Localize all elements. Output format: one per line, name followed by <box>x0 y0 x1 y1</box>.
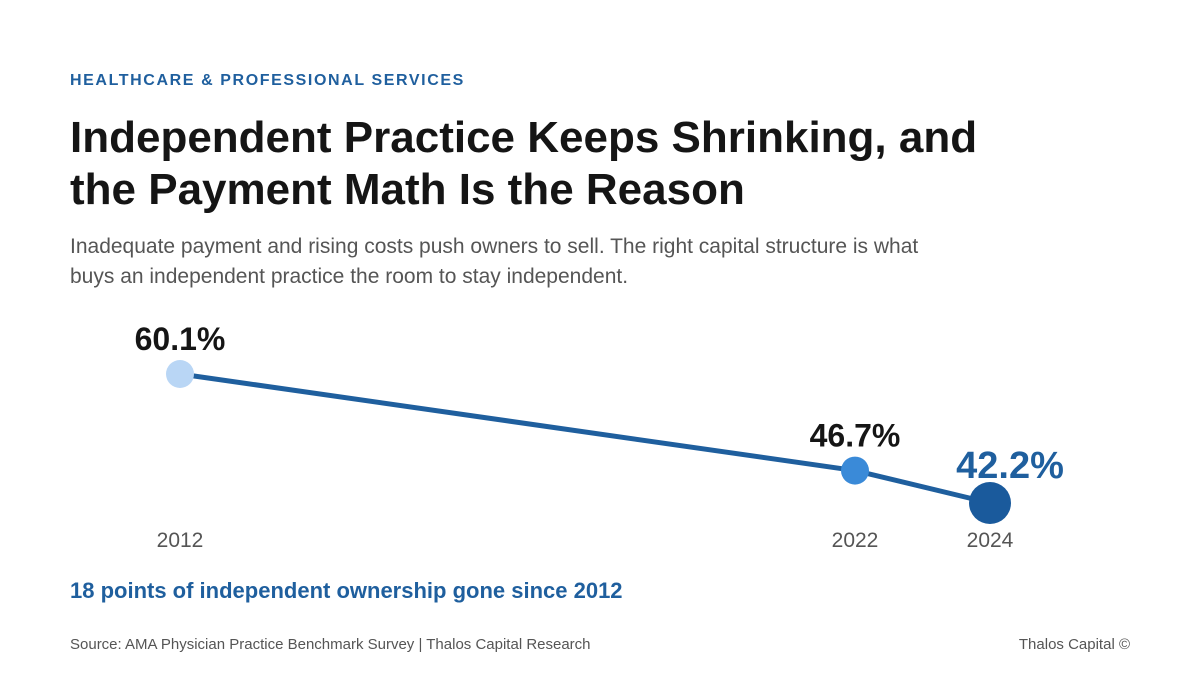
takeaway-note: 18 points of independent ownership gone … <box>70 578 623 603</box>
data-label-2024: 42.2% <box>956 445 1064 487</box>
chart-subtitle: Inadequate payment and rising costs push… <box>70 235 919 288</box>
brand-credit: Thalos Capital © <box>1018 636 1130 653</box>
data-point-2022 <box>841 456 869 485</box>
data-label-2022: 46.7% <box>810 418 901 454</box>
data-label-2012: 60.1% <box>135 321 226 357</box>
source-note: Source: AMA Physician Practice Benchmark… <box>70 636 591 653</box>
eyebrow-category: HEALTHCARE & PROFESSIONAL SERVICES <box>70 72 465 89</box>
x-tick-label-2024: 2024 <box>967 529 1014 552</box>
line-chart: 60.1% 2012 46.7% 2022 42.2% 2024 <box>135 321 1064 552</box>
chart-title: Independent Practice Keeps Shrinking, an… <box>70 113 978 214</box>
data-point-2012 <box>166 360 194 388</box>
x-tick-label-2012: 2012 <box>157 529 204 552</box>
data-point-2024 <box>969 482 1011 524</box>
x-tick-label-2022: 2022 <box>832 529 879 552</box>
